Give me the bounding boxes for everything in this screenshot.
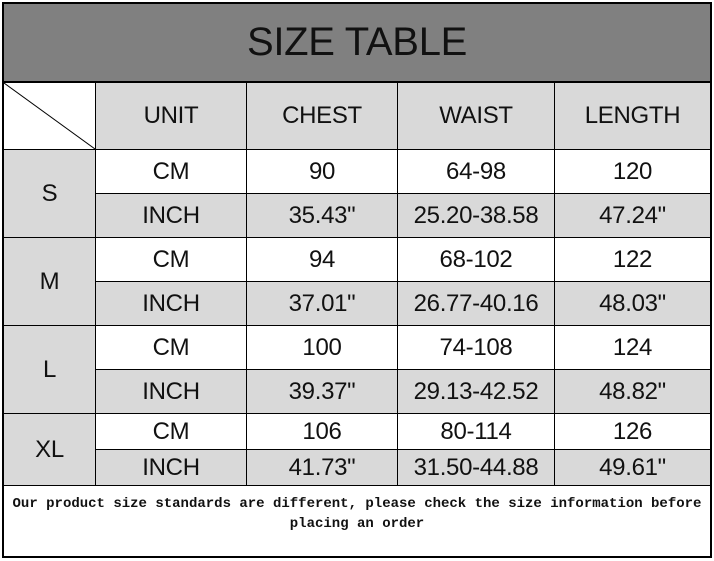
size-label: XL [4, 414, 96, 486]
header-waist: WAIST [398, 83, 555, 150]
cell-chest: 94 [247, 238, 398, 282]
size-label: M [4, 238, 96, 326]
cell-unit: CM [96, 150, 247, 194]
cell-chest: 106 [247, 414, 398, 450]
cell-length: 48.82" [555, 370, 710, 414]
cell-unit: CM [96, 326, 247, 370]
cell-chest: 35.43" [247, 194, 398, 238]
cell-waist: 29.13-42.52 [398, 370, 555, 414]
cell-chest: 39.37" [247, 370, 398, 414]
diagonal-line [4, 83, 95, 149]
corner-cell [4, 83, 96, 150]
cell-unit: INCH [96, 450, 247, 486]
cell-length: 48.03" [555, 282, 710, 326]
cell-chest: 100 [247, 326, 398, 370]
cell-waist: 26.77-40.16 [398, 282, 555, 326]
cell-length: 47.24" [555, 194, 710, 238]
footer-note: Our product size standards are different… [12, 496, 702, 532]
cell-unit: INCH [96, 194, 247, 238]
cell-chest: 41.73" [247, 450, 398, 486]
cell-chest: 37.01" [247, 282, 398, 326]
header-length: LENGTH [555, 83, 710, 150]
size-label: L [4, 326, 96, 414]
cell-unit: INCH [96, 370, 247, 414]
cell-unit: CM [96, 238, 247, 282]
cell-unit: CM [96, 414, 247, 450]
cell-waist: 80-114 [398, 414, 555, 450]
cell-length: 124 [555, 326, 710, 370]
cell-length: 126 [555, 414, 710, 450]
cell-waist: 68-102 [398, 238, 555, 282]
cell-length: 49.61" [555, 450, 710, 486]
cell-length: 122 [555, 238, 710, 282]
cell-waist: 64-98 [398, 150, 555, 194]
cell-waist: 25.20-38.58 [398, 194, 555, 238]
header-chest: CHEST [247, 83, 398, 150]
cell-length: 120 [555, 150, 710, 194]
cell-waist: 74-108 [398, 326, 555, 370]
cell-waist: 31.50-44.88 [398, 450, 555, 486]
cell-chest: 90 [247, 150, 398, 194]
size-label: S [4, 150, 96, 238]
header-unit: UNIT [96, 83, 247, 150]
table-title: SIZE TABLE [4, 4, 710, 83]
cell-unit: INCH [96, 282, 247, 326]
